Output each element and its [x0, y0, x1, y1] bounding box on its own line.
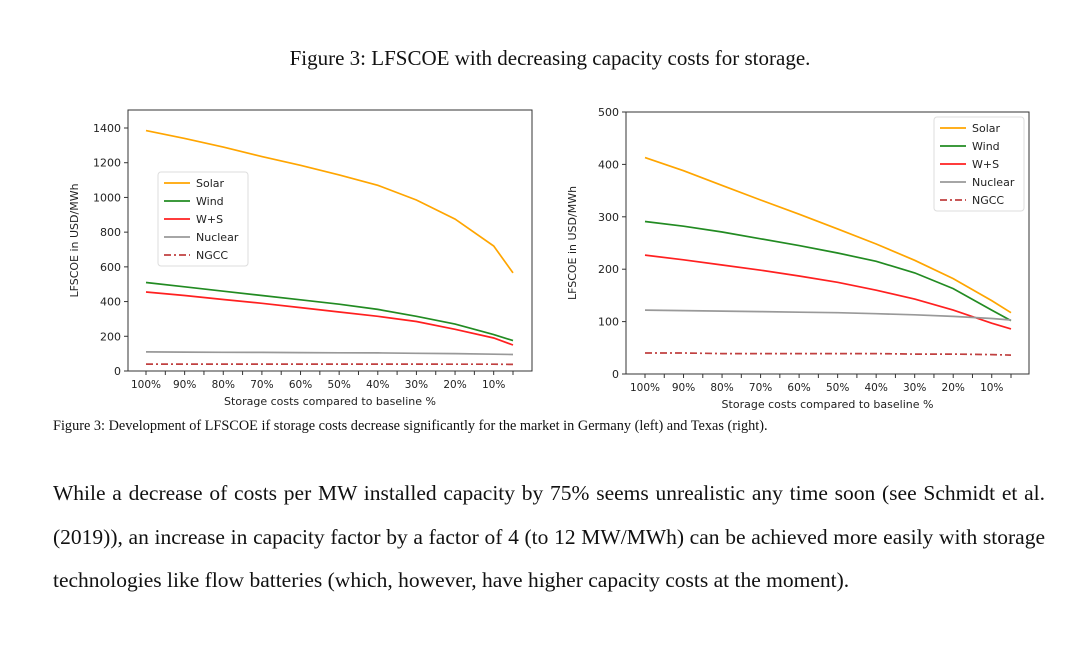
- legend-label: Wind: [196, 195, 224, 208]
- x-tick-label: 10%: [482, 379, 505, 391]
- x-tick-label: 20%: [443, 379, 466, 391]
- series-line-solar: [145, 129, 514, 274]
- series-line-nuclear: [644, 309, 1012, 321]
- x-tick-label: 70%: [749, 382, 772, 394]
- x-tick-label: 10%: [980, 382, 1003, 394]
- x-tick-label: 40%: [864, 382, 887, 394]
- y-axis-label: LFSCOE in USD/MWh: [68, 183, 81, 297]
- series-line-ngcc: [645, 352, 1012, 356]
- legend-label: Wind: [972, 140, 1000, 153]
- y-tick-label: 400: [598, 158, 619, 171]
- chart-right: 0 100 200 300 400 500 100% 90% 80% 70% 60% 50% 40% 30…: [566, 106, 1030, 411]
- y-tick-label: 600: [100, 261, 121, 274]
- x-tick-label: 90%: [173, 379, 196, 391]
- x-tick-label: 50%: [826, 382, 849, 394]
- figure-caption: Figure 3: Development of LFSCOE if stora…: [53, 418, 768, 434]
- y-tick-label: 400: [100, 296, 121, 309]
- y-tick-label: 300: [598, 211, 619, 224]
- series-line-wind: [644, 220, 1012, 322]
- legend: Solar Wind W+S Nuclear NGCC: [157, 171, 249, 267]
- x-tick-label: 30%: [903, 382, 926, 394]
- legend-label: W+S: [972, 158, 999, 171]
- y-tick-label: 200: [598, 263, 619, 276]
- y-tick-label: 1000: [93, 191, 121, 204]
- x-tick-label: 60%: [787, 382, 810, 394]
- series-line-wind: [145, 281, 514, 342]
- series-line-solar: [644, 156, 1012, 314]
- x-axis-label: Storage costs compared to baseline %: [722, 398, 934, 411]
- x-tick-label: 20%: [942, 382, 965, 394]
- y-tick-label: 800: [100, 226, 121, 239]
- plot-frame: [625, 111, 1030, 375]
- plot-frame: [127, 109, 533, 372]
- chart-left: 0 200 400 600 800 1000 1200 1400 100% 90% 80% 70% 60…: [68, 109, 533, 408]
- legend-label: Solar: [196, 177, 225, 190]
- x-tick-label: 70%: [250, 379, 273, 391]
- x-tick-label: 60%: [289, 379, 312, 391]
- y-tick-label: 100: [598, 316, 619, 329]
- x-tick-label: 80%: [212, 379, 235, 391]
- x-axis-label: Storage costs compared to baseline %: [224, 395, 436, 408]
- y-tick-label: 0: [612, 368, 619, 381]
- series-line-w-s: [145, 291, 514, 346]
- legend-box: [157, 171, 249, 267]
- x-tick-label: 80%: [710, 382, 733, 394]
- y-tick-label: 1400: [93, 122, 121, 135]
- series-line-nuclear: [145, 351, 514, 356]
- y-tick-label: 500: [598, 106, 619, 119]
- legend: Solar Wind W+S Nuclear NGCC: [933, 116, 1025, 212]
- legend-label: Solar: [972, 122, 1001, 135]
- x-tick-label: 40%: [366, 379, 389, 391]
- x-tick-label: 100%: [131, 379, 161, 391]
- legend-box: [933, 116, 1025, 212]
- x-tick-label: 30%: [405, 379, 428, 391]
- x-tick-label: 50%: [327, 379, 350, 391]
- y-tick-label: 0: [114, 365, 121, 378]
- y-axis-label: LFSCOE in USD/MWh: [566, 186, 579, 300]
- x-tick-label: 90%: [672, 382, 695, 394]
- legend-label: Nuclear: [196, 231, 239, 244]
- body-paragraph: While a decrease of costs per MW install…: [53, 481, 1045, 592]
- legend-label: W+S: [196, 213, 223, 226]
- legend-label: NGCC: [196, 249, 228, 262]
- legend-label: Nuclear: [972, 176, 1015, 189]
- y-tick-label: 1200: [93, 157, 121, 170]
- y-tick-label: 200: [100, 330, 121, 343]
- legend-label: NGCC: [972, 194, 1004, 207]
- series-line-w-s: [644, 254, 1012, 330]
- x-tick-label: 100%: [630, 382, 660, 394]
- figure-title: Figure 3: LFSCOE with decreasing capacit…: [289, 46, 811, 70]
